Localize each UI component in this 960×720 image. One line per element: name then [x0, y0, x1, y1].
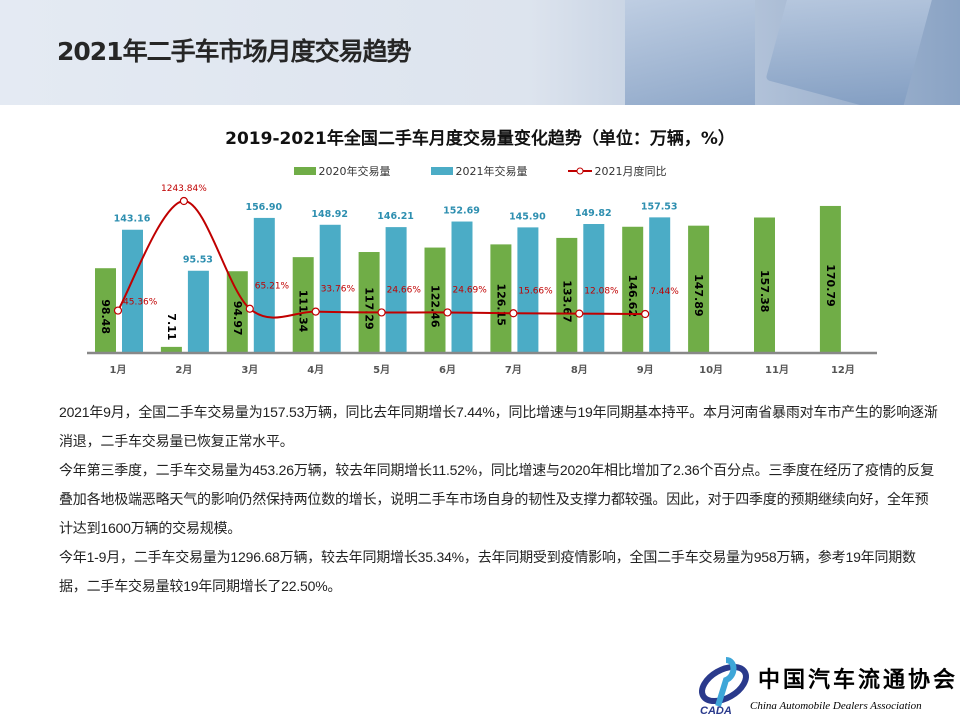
x-tick-label: 3月 — [241, 364, 258, 376]
bar-label-2020: 111.34 — [297, 290, 310, 333]
bar-2020 — [754, 217, 775, 353]
bar-2020 — [95, 268, 116, 353]
bar-2020 — [424, 247, 446, 353]
bar-label-2020: 133.67 — [560, 280, 573, 322]
logo-name-en: China Automobile Dealers Association — [750, 700, 922, 712]
yoy-label: 65.21% — [255, 282, 290, 292]
chart-legend: 2020年交易量 2021年交易量 2021月度同比 — [0, 163, 960, 179]
bar-2021 — [253, 217, 275, 353]
bar-2020 — [226, 271, 248, 353]
paragraph: 今年第三季度，二手车交易量为453.26万辆，较去年同期增长11.52%，同比增… — [59, 462, 935, 536]
bar-2021 — [385, 227, 407, 353]
paragraph: 2021年9月，全国二手车交易量为157.53万辆，同比去年同期增长7.44%，… — [59, 404, 938, 449]
page-title: 2021年二手车市场月度交易趋势 — [57, 37, 412, 66]
bar-label-2020: 146.62 — [626, 275, 639, 317]
chart-plot: 143.16 98.48 1月 95.53 7.11 2月 156.90 94.97 3月 148… — [87, 184, 877, 376]
yoy-point — [509, 309, 518, 318]
bar-label-2020: 122.46 — [429, 285, 442, 328]
yoy-label: 33.76% — [321, 285, 356, 295]
x-tick-label: 5月 — [373, 364, 390, 376]
yoy-label: 24.69% — [453, 285, 488, 295]
bar-2020 — [292, 257, 314, 353]
bar-label-2021: 95.53 — [183, 255, 213, 266]
bar-2020 — [622, 226, 644, 353]
bar-label-2020: 157.38 — [758, 270, 771, 312]
bar-2020 — [490, 244, 512, 353]
bar-label-2020: 147.89 — [692, 274, 705, 316]
yoy-label: 24.66% — [387, 285, 422, 295]
bar-label-2020: 117.29 — [363, 287, 376, 329]
x-tick-label: 4月 — [307, 364, 324, 376]
yoy-point — [575, 309, 584, 318]
yoy-label: 12.08% — [584, 287, 619, 297]
bar-2021 — [649, 217, 671, 353]
bar-label-2020: 7.11 — [165, 313, 178, 340]
cada-logo: CADA 中国汽车流通协会 China Automobile Dealers A… — [696, 656, 958, 718]
yoy-point — [311, 307, 320, 316]
bar-label-2020: 126.15 — [494, 283, 507, 325]
bar-label-2021: 156.90 — [245, 202, 282, 213]
bar-label-2021: 157.53 — [641, 201, 678, 212]
logo-name-cn: 中国汽车流通协会 — [758, 667, 959, 693]
commentary: 2021年9月，全国二手车交易量为157.53万辆，同比去年同期增长7.44%，… — [59, 398, 939, 601]
bar-label-2020: 94.97 — [231, 301, 244, 336]
cada-emblem-icon: CADA — [699, 657, 749, 717]
legend-label: 2021年交易量 — [455, 165, 528, 178]
bar-2020 — [688, 225, 710, 353]
bar-label-2021: 146.21 — [377, 211, 414, 222]
yoy-point — [113, 306, 123, 315]
bar-2021 — [451, 221, 473, 353]
yoy-point — [179, 196, 188, 206]
bar-2020 — [358, 252, 380, 353]
bar-label-2021: 152.69 — [443, 206, 480, 217]
bar-2021 — [122, 229, 143, 353]
bar-label-2020: 98.48 — [99, 299, 112, 334]
legend-item: 2021年交易量 — [430, 163, 528, 179]
bar-2020 — [819, 205, 841, 353]
bar-2021 — [319, 224, 341, 353]
bar-label-2021: 149.82 — [575, 208, 612, 219]
bar-2021 — [517, 227, 539, 353]
x-tick-label: 8月 — [571, 364, 588, 376]
bar-2021 — [187, 270, 209, 353]
bar-label-2021: 148.92 — [311, 209, 348, 220]
bar-2020 — [556, 237, 578, 353]
x-tick-label: 2月 — [175, 364, 192, 376]
legend-label: 2021月度同比 — [594, 165, 667, 178]
bar-label-2021: 143.16 — [114, 214, 151, 225]
yoy-label: 1243.84% — [161, 184, 207, 194]
yoy-label: 15.66% — [518, 286, 553, 296]
x-tick-label: 6月 — [439, 364, 456, 376]
paragraph: 今年1-9月，二手车交易量为1296.68万辆，较去年同期增长35.34%，去年… — [59, 549, 916, 594]
x-tick-label: 1月 — [110, 364, 127, 376]
svg-text:CADA: CADA — [700, 705, 732, 717]
bar-2021 — [583, 224, 605, 353]
bar-label-2020: 170.79 — [824, 264, 837, 306]
x-tick-label: 9月 — [637, 364, 654, 376]
x-tick-label: 12月 — [831, 364, 855, 376]
bar-label-2021: 145.90 — [509, 211, 546, 222]
yoy-point — [443, 308, 452, 317]
header-banner: 2021年二手车市场月度交易趋势 — [0, 0, 960, 105]
x-tick-label: 11月 — [765, 364, 789, 376]
legend-item: 2020年交易量 — [293, 163, 391, 179]
legend-line-marker-icon — [567, 167, 592, 175]
decor-cube — [765, 0, 935, 105]
yoy-label: 45.36% — [123, 298, 158, 308]
legend-label: 2020年交易量 — [318, 165, 391, 178]
decor-cube — [625, 0, 755, 105]
x-tick-label: 10月 — [699, 364, 723, 376]
x-tick-label: 7月 — [505, 364, 522, 376]
legend-item: 2021月度同比 — [567, 163, 667, 179]
yoy-point — [641, 309, 650, 319]
yoy-label: 7.44% — [650, 287, 679, 297]
bar-2020 — [160, 346, 182, 353]
chart-title: 2019-2021年全国二手车月度交易量变化趋势（单位：万辆，%） — [225, 129, 735, 149]
yoy-point — [245, 304, 254, 313]
yoy-point — [377, 308, 386, 317]
